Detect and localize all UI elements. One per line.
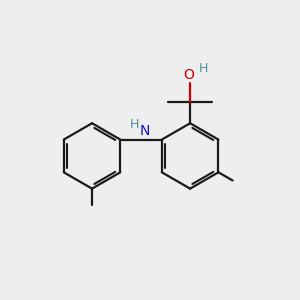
Text: H: H	[130, 118, 139, 131]
Text: O: O	[183, 68, 194, 82]
Text: H: H	[198, 62, 208, 75]
Text: N: N	[140, 124, 150, 138]
